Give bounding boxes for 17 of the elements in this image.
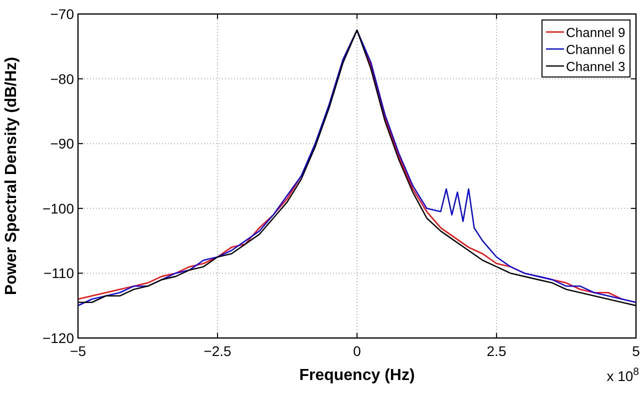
legend-label: Channel 3 [566,59,626,74]
y-tick-label: −110 [44,265,74,282]
x-tick-label: 0 [353,343,362,359]
x-tick-label: 5 [632,343,640,359]
y-tick-label: −100 [42,200,74,216]
y-axis-title: Power Spectral Density (dB/Hz) [3,56,20,296]
x-tick-label: 2.5 [486,343,506,359]
x-axis-title: Frequency (Hz) [299,367,415,384]
y-tick-label: −70 [50,6,74,22]
legend-label: Channel 6 [566,42,626,57]
y-tick-label: −80 [50,70,74,87]
legend-label: Channel 9 [566,25,626,40]
text: x 10$^{8}$ [606,366,640,384]
y-tick-label: −90 [50,136,74,152]
x-tick-label: −2.5 [204,343,232,359]
x-tick-label: −5 [70,343,86,359]
y-tick-label: −120 [42,330,74,346]
